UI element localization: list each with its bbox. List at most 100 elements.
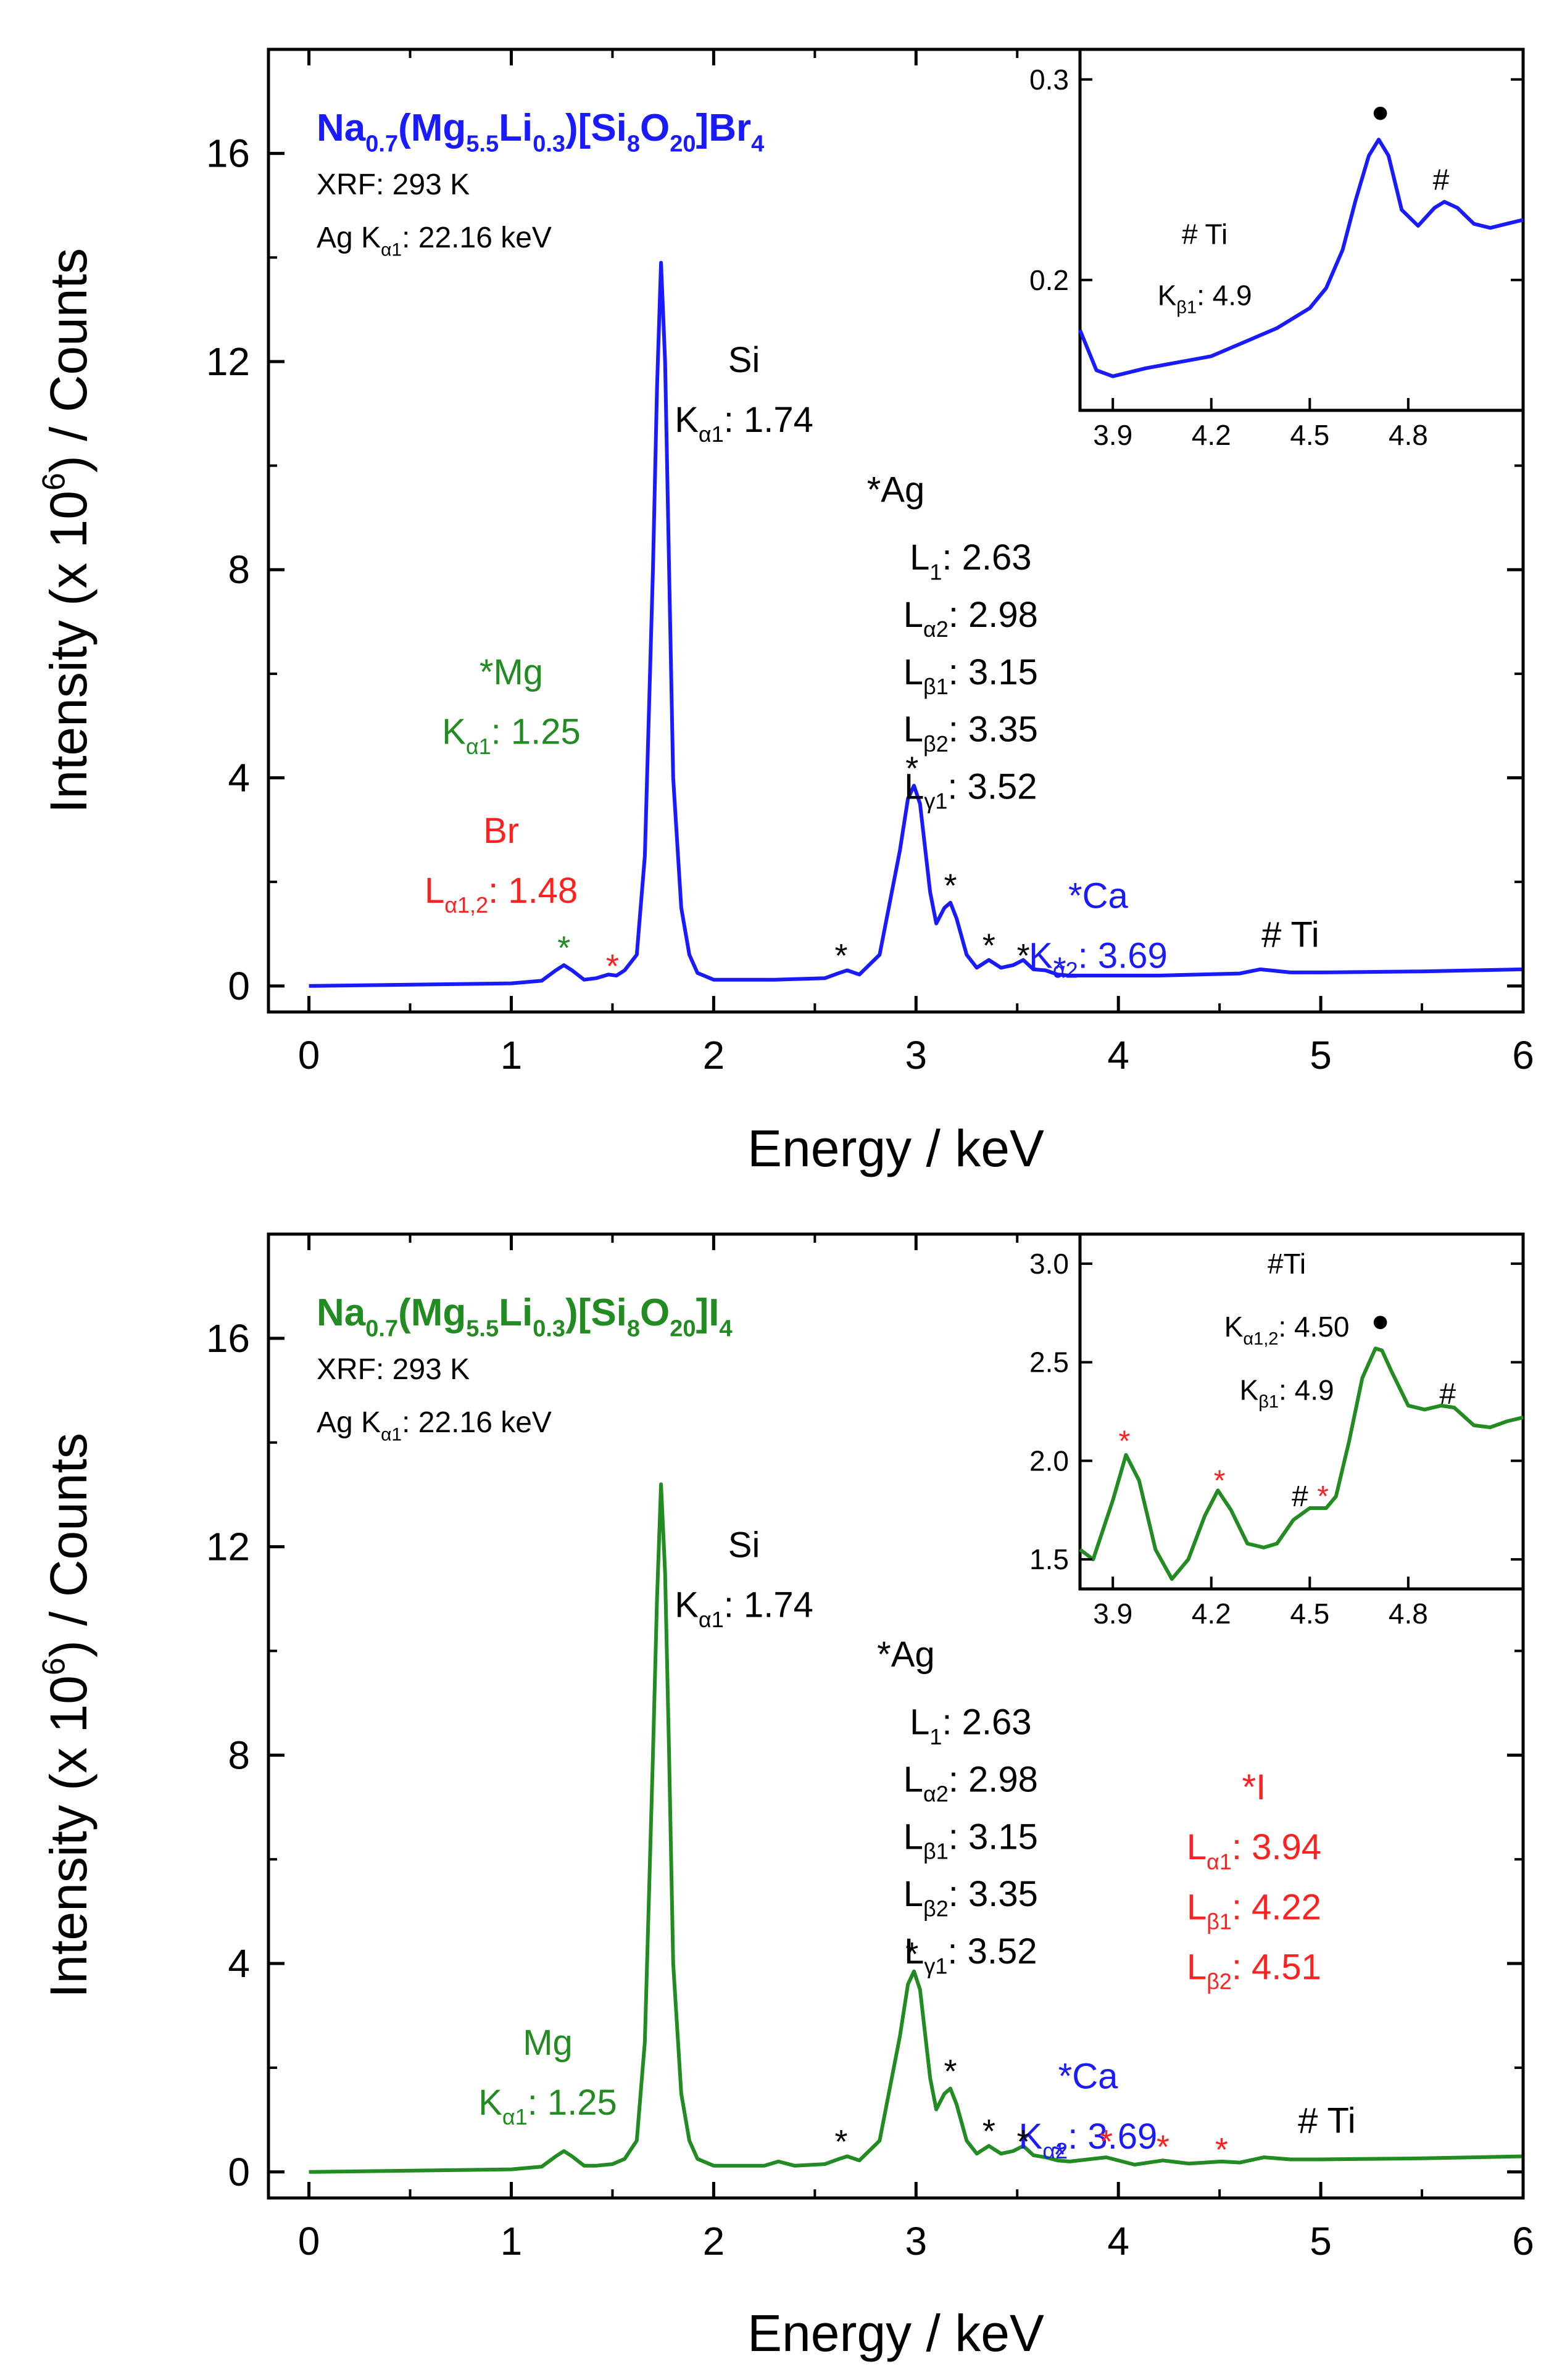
text-part: L xyxy=(904,652,923,692)
inset-x-tick-label: 3.9 xyxy=(1093,1598,1132,1630)
peak-marker: * xyxy=(1017,2123,1030,2160)
inset-x-tick-label: 4.2 xyxy=(1192,419,1231,451)
text-part: L xyxy=(425,871,444,911)
text-part: : 3.52 xyxy=(947,766,1037,806)
y-axis-label: Intensity (x 106) / Counts xyxy=(36,1433,98,1998)
x-axis-label: Energy / keV xyxy=(747,2304,1044,2362)
inset-y-tick-label: 1.5 xyxy=(1029,1543,1069,1575)
text-part: α1 xyxy=(381,239,402,260)
peak-annotation: Lβ2: 4.51 xyxy=(1187,1947,1321,1994)
peak-annotation: Mg xyxy=(523,2023,573,2063)
peak-marker: * xyxy=(944,867,957,904)
inset-spectrum-line xyxy=(1078,138,1524,378)
inset-y-tick-label: 0.2 xyxy=(1029,264,1069,296)
inset-x-tick-label: 4.8 xyxy=(1389,1598,1428,1630)
text-part: 0.3 xyxy=(533,131,565,157)
x-tick-label: 6 xyxy=(1512,1033,1534,1077)
text-part: K xyxy=(1019,2117,1043,2157)
text-part: *Ca xyxy=(1068,876,1128,916)
peak-annotation: Lα2: 2.98 xyxy=(904,1759,1038,1806)
text-part: : 3.52 xyxy=(947,1931,1037,1972)
text-part: K xyxy=(675,1585,699,1625)
peak-annotation: Lγ1: 3.52 xyxy=(904,766,1037,813)
peak-annotation: *Ag xyxy=(877,1635,935,1675)
text-part: γ1 xyxy=(924,1953,947,1978)
inset-x-tick-label: 4.2 xyxy=(1192,1598,1231,1630)
text-part: : 3.35 xyxy=(949,1874,1038,1914)
text-part: K xyxy=(1029,935,1053,976)
text-part: (Mg xyxy=(398,107,466,149)
peak-marker: * xyxy=(1053,950,1066,987)
text-part: β2 xyxy=(923,731,949,757)
peak-annotation: *I xyxy=(1242,1767,1266,1807)
text-part: K xyxy=(1224,1311,1244,1343)
peak-annotation: *Ag xyxy=(867,470,925,510)
info-line: XRF: 293 K xyxy=(317,1353,470,1386)
text-part: : 1.74 xyxy=(724,400,813,440)
text-part: K xyxy=(478,2083,502,2123)
x-tick-label: 4 xyxy=(1107,2219,1129,2263)
inset-x-tick-label: 4.5 xyxy=(1290,419,1329,451)
text-part: O xyxy=(640,1292,670,1334)
x-tick-label: 4 xyxy=(1107,1033,1129,1077)
text-part: L xyxy=(904,595,923,635)
text-part: β1 xyxy=(1176,298,1197,318)
text-part: β1 xyxy=(923,1839,949,1864)
text-part: β1 xyxy=(923,674,949,699)
text-part: 0.3 xyxy=(533,1316,565,1341)
text-part: L xyxy=(910,1702,929,1743)
text-part: L xyxy=(904,766,924,806)
peak-annotation: Lγ1: 3.52 xyxy=(904,1931,1037,1978)
peak-marker: * xyxy=(834,937,847,974)
text-part: α2 xyxy=(1053,958,1078,983)
text-part: )[Si xyxy=(565,107,627,149)
info-line: Ag Kα1: 22.16 keV xyxy=(317,1406,552,1445)
peak-annotation: Lα2: 2.98 xyxy=(904,595,1038,642)
peak-marker: * xyxy=(1053,2136,1066,2173)
text-part: β1 xyxy=(1207,1909,1232,1934)
peak-annotation: Lβ1: 4.22 xyxy=(1187,1887,1321,1934)
peak-annotation: Kα1: 1.25 xyxy=(478,2083,617,2129)
peak-annotation: Kα1: 1.25 xyxy=(442,712,581,759)
y-tick-label: 4 xyxy=(228,1941,250,1986)
text-part: K xyxy=(442,712,466,752)
peak-annotation: L1: 2.63 xyxy=(910,1702,1031,1749)
x-tick-label: 0 xyxy=(298,2219,320,2263)
text-part: : 4.51 xyxy=(1232,1947,1321,1987)
text-part: 0.7 xyxy=(365,1316,398,1341)
text-part: #Ti xyxy=(1268,1248,1306,1280)
text-part: : 3.15 xyxy=(949,1817,1038,1857)
peak-annotation: # Ti xyxy=(1298,2100,1356,2141)
text-part: α1 xyxy=(1207,1849,1232,1874)
text-part: α1,2 xyxy=(1243,1329,1278,1349)
text-part: Br xyxy=(483,811,519,851)
spectrum-line xyxy=(309,1482,1524,2174)
x-tick-label: 2 xyxy=(703,2219,725,2263)
inset-spectrum-line xyxy=(1079,1346,1524,1581)
x-tick-label: 1 xyxy=(501,1033,523,1077)
text-part: XRF: 293 K xyxy=(317,1353,470,1386)
text-part: : 4.9 xyxy=(1197,280,1252,312)
text-part: 1 xyxy=(929,1724,942,1749)
x-tick-label: 3 xyxy=(905,2219,927,2263)
text-part: O xyxy=(640,107,670,149)
text-part: : 4.9 xyxy=(1279,1374,1334,1406)
text-part: ]Br xyxy=(696,107,752,149)
peak-annotation: Lβ1: 3.15 xyxy=(904,652,1038,699)
inset-marker: * xyxy=(1214,1464,1226,1497)
text-part: Na xyxy=(317,1292,366,1334)
y-tick-label: 0 xyxy=(228,2150,250,2194)
text-part: : 1.25 xyxy=(528,2083,617,2123)
text-part: # Ti xyxy=(1182,218,1228,250)
text-part: β1 xyxy=(1258,1392,1279,1412)
text-part: Intensity (x 10 xyxy=(39,1675,98,1998)
x-tick-label: 6 xyxy=(1512,2219,1534,2263)
text-part: : 3.15 xyxy=(949,652,1038,692)
inset-x-tick-label: 4.8 xyxy=(1389,419,1428,451)
y-tick-label: 16 xyxy=(206,131,250,176)
peak-annotation: Lβ2: 3.35 xyxy=(904,710,1038,757)
text-part: : 2.63 xyxy=(942,1702,1031,1743)
peak-annotation: Lα1,2: 1.48 xyxy=(425,871,578,918)
